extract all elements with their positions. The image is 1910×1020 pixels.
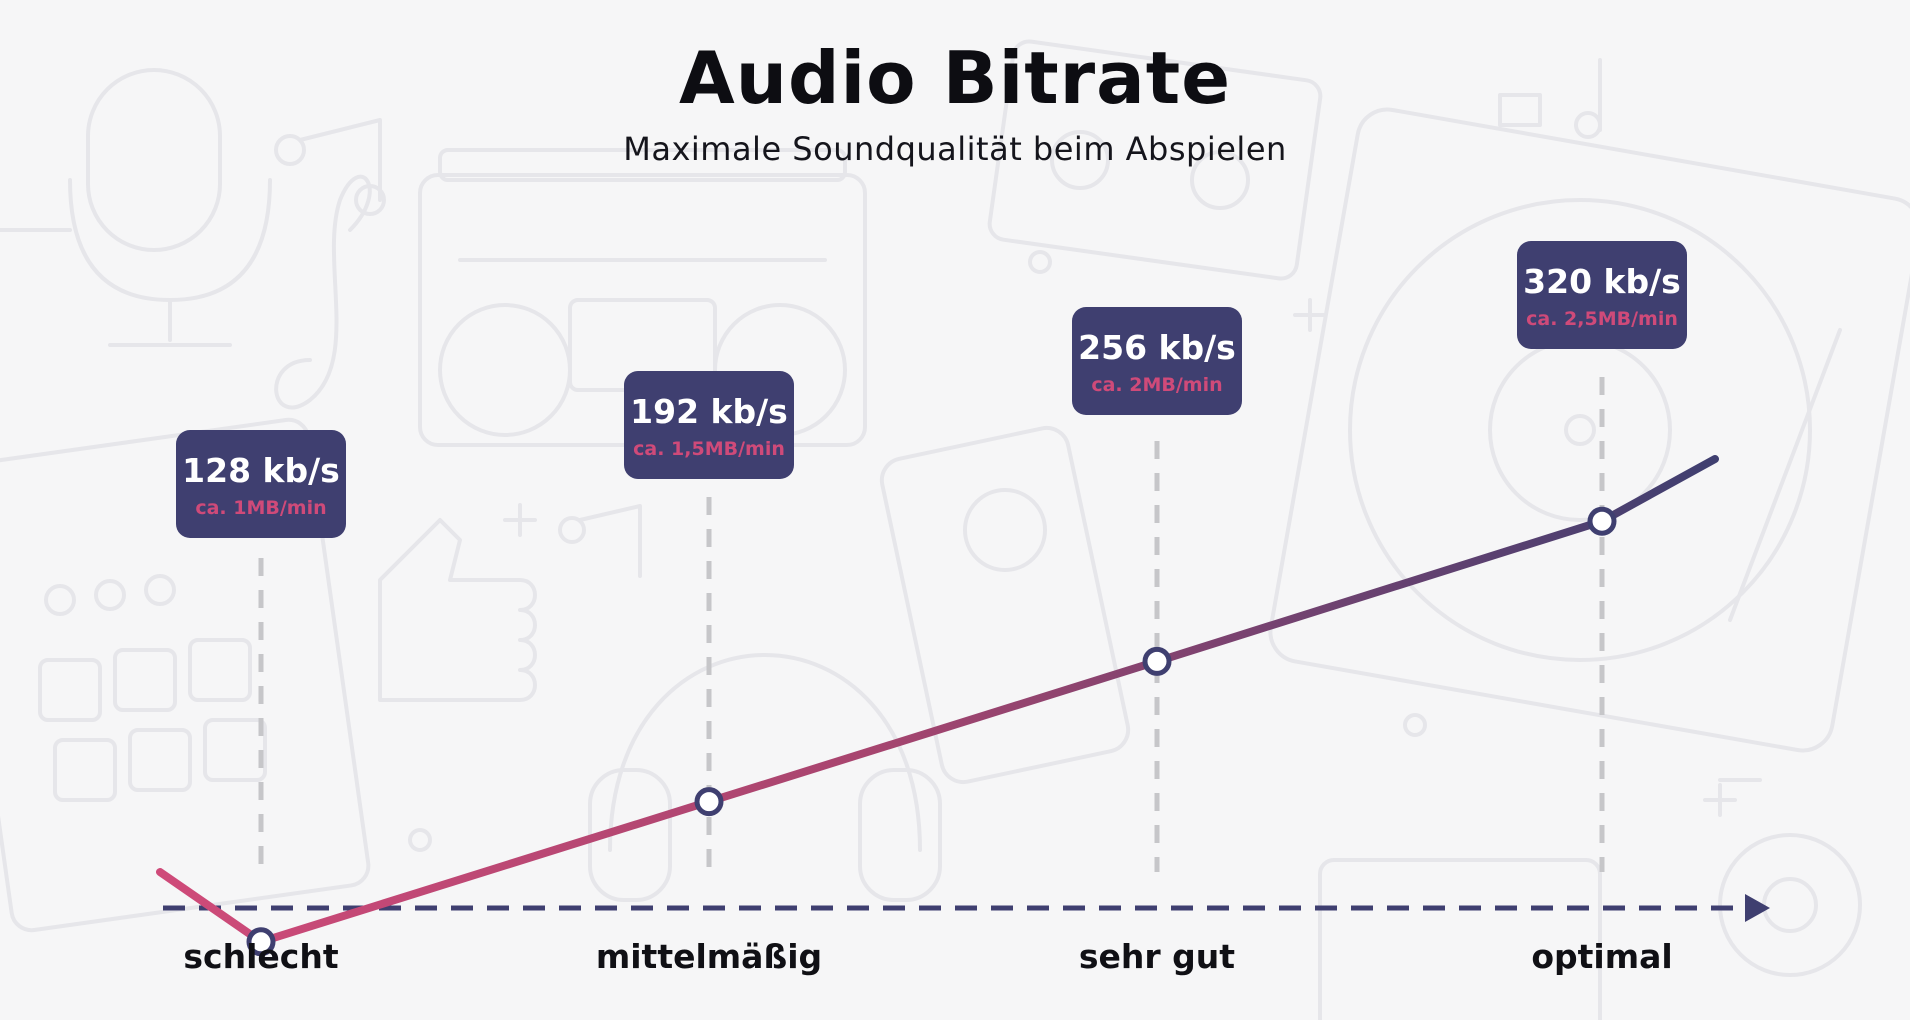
size-label-3: ca. 2,5MB/min [1526, 308, 1678, 330]
category-label-2: sehr gut [1079, 937, 1235, 976]
value-label-3: 320 kb/s [1523, 262, 1681, 301]
value-label-2: 256 kb/s [1078, 328, 1236, 367]
data-point-0 [246, 927, 276, 957]
value-label-0: 128 kb/s [182, 451, 340, 490]
data-point-2 [1142, 646, 1172, 676]
value-label-box-0 [176, 430, 346, 538]
value-label-1: 192 kb/s [630, 392, 788, 431]
category-label-1: mittelmäßig [596, 937, 822, 976]
series-line [156, 455, 1719, 946]
chart-subtitle: Maximale Soundqualität beim Abspielen [623, 130, 1287, 168]
category-label-3: optimal [1531, 937, 1672, 976]
size-label-2: ca. 2MB/min [1091, 374, 1222, 396]
value-label-box-2 [1072, 307, 1242, 415]
size-label-1: ca. 1,5MB/min [633, 438, 785, 460]
size-label-0: ca. 1MB/min [195, 497, 326, 519]
chart-title: Audio Bitrate [678, 36, 1232, 120]
value-label-box-3 [1517, 241, 1687, 349]
data-point-1 [694, 787, 724, 817]
value-label-box-1 [624, 371, 794, 479]
data-point-3 [1587, 506, 1617, 536]
category-label-0: schlecht [183, 937, 338, 976]
x-axis-arrow [1745, 894, 1770, 922]
